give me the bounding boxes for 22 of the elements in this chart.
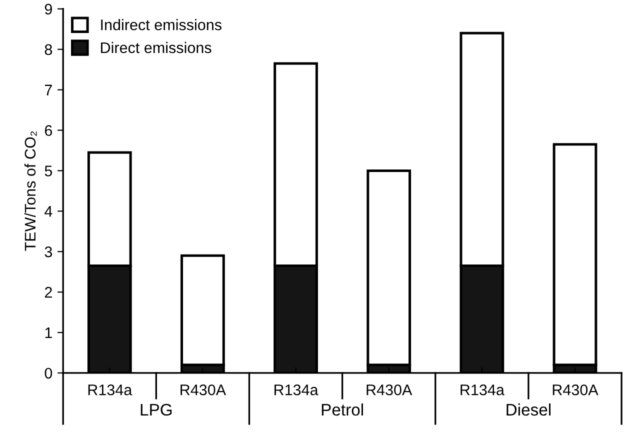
- y-axis-title: TEW/Tons of CO₂: [24, 131, 37, 251]
- y-tick-label: 7: [44, 84, 52, 96]
- text: Petrol: [322, 403, 363, 416]
- x-tick-label: R430A: [180, 384, 226, 396]
- y-tick-label: 4: [44, 206, 52, 217]
- y-tick-label: 6: [44, 125, 52, 136]
- y-tick-label: 2: [44, 286, 52, 298]
- x-tick-label: R134a: [88, 384, 132, 396]
- x-tick-label: R134a: [274, 384, 318, 396]
- y-tick-label: 8: [44, 44, 52, 56]
- y-tick-label: 0: [44, 368, 52, 379]
- y-tick-label: 9: [44, 4, 52, 15]
- y-tick-label: 5: [44, 166, 52, 176]
- legend-label: Direct emissions: [101, 42, 212, 54]
- text: LPG: [140, 404, 172, 416]
- x-tick-label: R430A: [366, 384, 412, 396]
- x-tick-label: R430A: [552, 384, 598, 396]
- legend-label: Indirect emissions: [101, 19, 222, 30]
- text: Diesel: [506, 403, 551, 416]
- y-tick-label: 1: [45, 328, 52, 338]
- x-tick-label: R134a: [460, 384, 504, 396]
- y-tick-label: 3: [44, 246, 52, 258]
